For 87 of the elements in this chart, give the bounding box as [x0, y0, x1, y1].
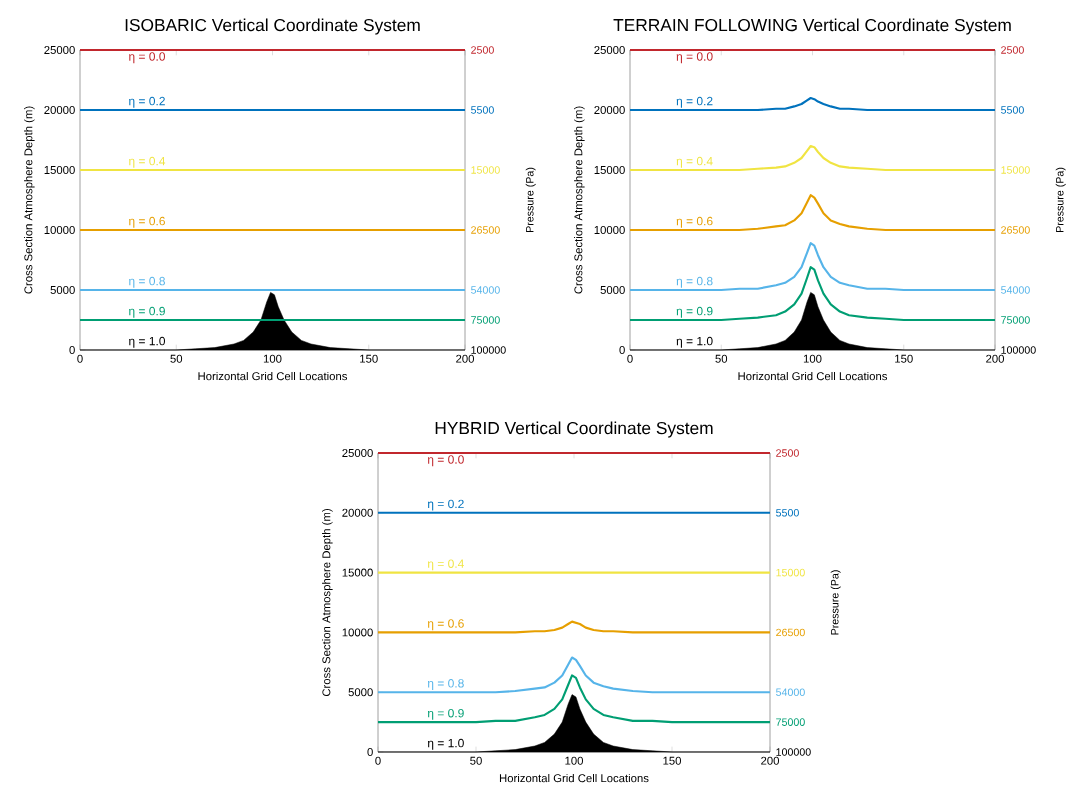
x-tick-label: 100 [565, 756, 584, 765]
series-label: η = 0.2 [676, 96, 713, 108]
series-label: η = 0.4 [427, 559, 464, 571]
text: 75000 [471, 316, 500, 324]
y-axis-title: Cross Section Atmosphere Depth (m) [322, 509, 333, 697]
text: 54000 [776, 688, 805, 696]
text: 2500 [776, 449, 799, 457]
chart-title: ISOBARIC Vertical Coordinate System [125, 18, 420, 35]
text: 26500 [471, 226, 500, 234]
y-tick-label: 25000 [594, 45, 625, 54]
text: 15000 [776, 568, 805, 577]
x-tick-label: 150 [663, 756, 682, 765]
y2-axis-title: Pressure (Pa) [1055, 167, 1066, 233]
x-tick-label: 100 [803, 354, 822, 363]
y-axis-title: Cross Section Atmosphere Depth (m) [24, 106, 35, 294]
text: 100000 [471, 346, 506, 354]
series-label: η = 0.2 [427, 499, 464, 511]
series-label: η = 0.0 [427, 455, 464, 467]
x-tick-label: 0 [77, 354, 83, 363]
y-tick-label: 10000 [594, 225, 625, 234]
text: 75000 [776, 718, 805, 726]
text: 5500 [1001, 106, 1024, 114]
y-axis-title: Cross Section Atmosphere Depth (m) [574, 106, 585, 294]
series-label: η = 0.6 [676, 216, 713, 228]
series-label: η = 0.6 [129, 216, 165, 228]
x-tick-label: 50 [470, 756, 482, 765]
y-tick-label: 5000 [348, 688, 373, 697]
x-tick-label: 0 [375, 756, 381, 765]
series-label: η = 0.4 [129, 156, 166, 168]
series-label: η = 1.0 [427, 738, 464, 750]
x-tick-label: 200 [986, 354, 1005, 363]
y-tick-label: 15000 [44, 165, 75, 174]
series-label: η = 0.0 [129, 52, 166, 64]
y-tick-label: 5000 [50, 285, 75, 294]
text: 15000 [471, 166, 500, 174]
y2-axis-title: Pressure (Pa) [525, 167, 536, 233]
y-tick-label: 0 [619, 345, 625, 354]
y-tick-label: 10000 [342, 628, 373, 637]
y-tick-label: 10000 [44, 225, 75, 234]
y-tick-label: 20000 [342, 508, 373, 517]
y-tick-label: 20000 [44, 106, 75, 114]
y-tick-label: 20000 [594, 106, 625, 114]
y-tick-label: 5000 [600, 285, 625, 294]
x-tick-label: 50 [715, 354, 728, 363]
text: 75000 [1001, 316, 1030, 324]
x-axis-title: Horizontal Grid Cell Locations [499, 773, 649, 783]
series-label: η = 0.2 [129, 96, 165, 108]
series-label: η = 0.8 [427, 679, 464, 690]
chart-title: TERRAIN FOLLOWING Vertical Coordinate System [613, 18, 1011, 35]
x-tick-label: 150 [895, 354, 913, 363]
series-label: η = 1.0 [129, 336, 166, 348]
y-tick-label: 0 [69, 345, 75, 354]
chart-title: HYBRID Vertical Coordinate System [435, 421, 713, 438]
text: 100000 [1001, 346, 1036, 354]
x-tick-label: 200 [456, 354, 475, 363]
text: 100000 [776, 748, 811, 756]
y-tick-label: 15000 [342, 568, 373, 577]
x-tick-label: 100 [263, 354, 282, 363]
text: 5500 [776, 509, 799, 517]
y-tick-label: 25000 [342, 449, 373, 458]
series-label: η = 0.4 [676, 156, 713, 168]
y-tick-label: 0 [367, 748, 373, 757]
x-axis-title: Horizontal Grid Cell Locations [738, 371, 888, 381]
text: 54000 [1001, 286, 1030, 294]
series-label: η = 0.9 [427, 708, 464, 720]
series-label: η = 0.6 [427, 619, 464, 631]
series-label: η = 0.9 [129, 306, 165, 318]
y-tick-label: 15000 [594, 165, 625, 174]
text: 2500 [1001, 46, 1024, 54]
text: 2500 [471, 46, 494, 54]
x-tick-label: 150 [360, 354, 378, 363]
text: 5500 [471, 106, 494, 114]
series-label: η = 0.0 [676, 52, 713, 64]
y2-axis-title: Pressure (Pa) [830, 570, 841, 635]
y-tick-label: 25000 [44, 45, 75, 54]
text: 15000 [1001, 166, 1030, 174]
x-tick-label: 0 [627, 354, 633, 363]
x-axis-title: Horizontal Grid Cell Locations [198, 371, 348, 381]
series-label: η = 0.8 [129, 276, 165, 288]
text: 26500 [776, 628, 805, 637]
x-tick-label: 50 [170, 354, 183, 363]
x-tick-label: 200 [761, 756, 780, 765]
text: 26500 [1001, 226, 1030, 234]
series-label: η = 1.0 [676, 336, 713, 348]
series-label: η = 0.8 [676, 276, 713, 288]
series-label: η = 0.9 [676, 306, 713, 318]
text: 54000 [471, 286, 500, 294]
